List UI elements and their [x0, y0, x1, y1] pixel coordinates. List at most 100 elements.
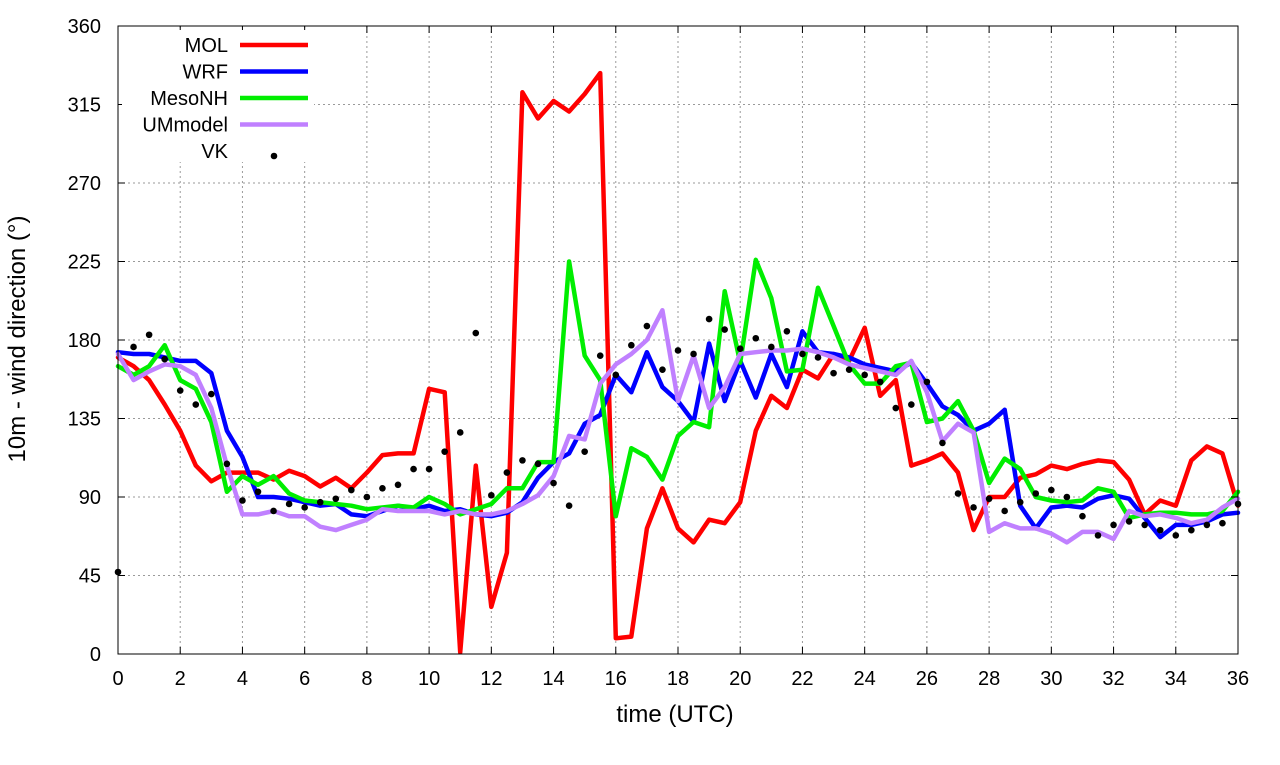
data-point-vk: [783, 327, 791, 335]
data-point-vk: [1125, 518, 1133, 525]
data-point-vk: [348, 486, 355, 494]
data-point-vk: [379, 484, 386, 492]
data-point-vk: [954, 490, 962, 497]
data-point-vk: [1079, 512, 1086, 520]
data-point-vk: [1063, 493, 1071, 501]
x-tick-label: 16: [605, 668, 627, 690]
data-point-vk: [1032, 490, 1040, 497]
data-point-vk: [752, 334, 760, 342]
data-point-vk: [1203, 521, 1211, 529]
data-point-vk: [721, 326, 728, 333]
data-point-vk: [705, 315, 713, 323]
legend-marker-vk: [270, 152, 278, 160]
series-line-mol: [115, 70, 1241, 655]
data-point-vk: [472, 329, 480, 337]
data-point-vk: [410, 465, 417, 473]
data-point-vk: [939, 439, 946, 447]
data-point-vk: [830, 369, 837, 377]
data-point-vk: [332, 495, 340, 503]
data-point-vk: [923, 378, 931, 386]
data-point-vk: [1110, 521, 1117, 529]
data-point-vk: [628, 341, 635, 349]
x-tick-label: 36: [1227, 668, 1249, 690]
data-point-vk: [285, 500, 293, 508]
data-point-vk: [768, 343, 775, 351]
data-point-vk: [876, 378, 884, 386]
legend-label-wrf: WRF: [182, 62, 228, 84]
data-point-vk: [301, 504, 308, 511]
x-tick-label: 34: [1165, 668, 1187, 690]
data-point-vk: [363, 493, 371, 501]
legend-label-mesonh: MesoNH: [150, 88, 228, 110]
data-point-vk: [612, 371, 620, 379]
data-point-vk: [161, 355, 168, 363]
x-tick-label: 14: [542, 668, 564, 690]
y-tick-label: 225: [68, 252, 101, 274]
x-tick-label: 20: [729, 668, 751, 690]
data-point-vk: [208, 390, 215, 398]
data-point-vk: [488, 491, 495, 499]
data-point-vk: [1188, 526, 1195, 534]
series-line-mesonh: [115, 257, 1241, 521]
legend-label-mol: MOL: [185, 35, 228, 57]
data-point-vk: [145, 331, 153, 339]
x-tick-label: 26: [916, 668, 938, 690]
tick-layer: 0 2 4 6 8 10 12 14 16 18 20 22 24 26 28 30 32 34 360459013…: [68, 16, 1250, 690]
x-tick-label: 28: [978, 668, 1000, 690]
data-point-vk: [394, 481, 402, 489]
data-point-vk: [519, 457, 526, 464]
data-point-vk: [596, 352, 604, 360]
data-point-vk: [565, 502, 573, 510]
data-point-vk: [534, 460, 542, 468]
data-point-vk: [736, 345, 744, 353]
y-tick-label: 135: [68, 409, 101, 431]
data-point-vk: [861, 371, 868, 379]
x-tick-label: 22: [791, 668, 813, 690]
data-point-vk: [503, 469, 511, 476]
data-point-vk: [643, 322, 651, 330]
data-point-vk: [970, 504, 977, 511]
y-tick-label: 180: [68, 330, 101, 352]
x-tick-label: 24: [854, 668, 876, 690]
x-tick-label: 4: [237, 668, 248, 690]
data-point-vk: [1016, 498, 1024, 506]
series-vk-points: [114, 315, 1242, 576]
data-point-vk: [1048, 486, 1055, 494]
legend: MOL WRF MesoNH UMmodel VK: [122, 30, 314, 163]
data-point-vk: [1172, 532, 1180, 539]
data-point-vk: [581, 448, 588, 455]
data-point-vk: [908, 401, 915, 408]
y-tick-label: 315: [68, 95, 101, 117]
data-point-vk: [674, 347, 682, 354]
data-point-vk: [1001, 507, 1008, 515]
x-tick-label: 8: [361, 668, 372, 690]
data-point-vk: [1219, 519, 1226, 527]
y-tick-label: 270: [68, 173, 101, 195]
y-tick-label: 45: [79, 566, 101, 588]
data-point-vk: [799, 350, 806, 358]
x-tick-label: 6: [299, 668, 310, 690]
x-tick-label: 32: [1102, 668, 1124, 690]
data-point-vk: [845, 366, 853, 373]
data-point-vk: [985, 495, 993, 503]
legend-label-vk: VK: [201, 141, 228, 163]
x-tick-label: 30: [1040, 668, 1062, 690]
series-line-ummodel: [115, 308, 1241, 545]
y-tick-label: 90: [79, 487, 101, 509]
x-tick-label: 2: [175, 668, 186, 690]
y-axis-label: 10m - wind direction (°): [4, 215, 31, 462]
data-point-vk: [892, 404, 900, 412]
data-point-vk: [441, 448, 448, 455]
data-point-vk: [659, 366, 666, 373]
x-tick-label: 10: [418, 668, 440, 690]
y-tick-label: 360: [68, 16, 101, 38]
y-tick-label: 0: [90, 644, 101, 666]
x-tick-label: 0: [112, 668, 123, 690]
data-point-vk: [316, 498, 324, 506]
data-point-vk: [1156, 526, 1164, 534]
data-point-vk: [456, 429, 464, 436]
data-point-vk: [690, 350, 697, 358]
data-point-vk: [814, 354, 822, 361]
